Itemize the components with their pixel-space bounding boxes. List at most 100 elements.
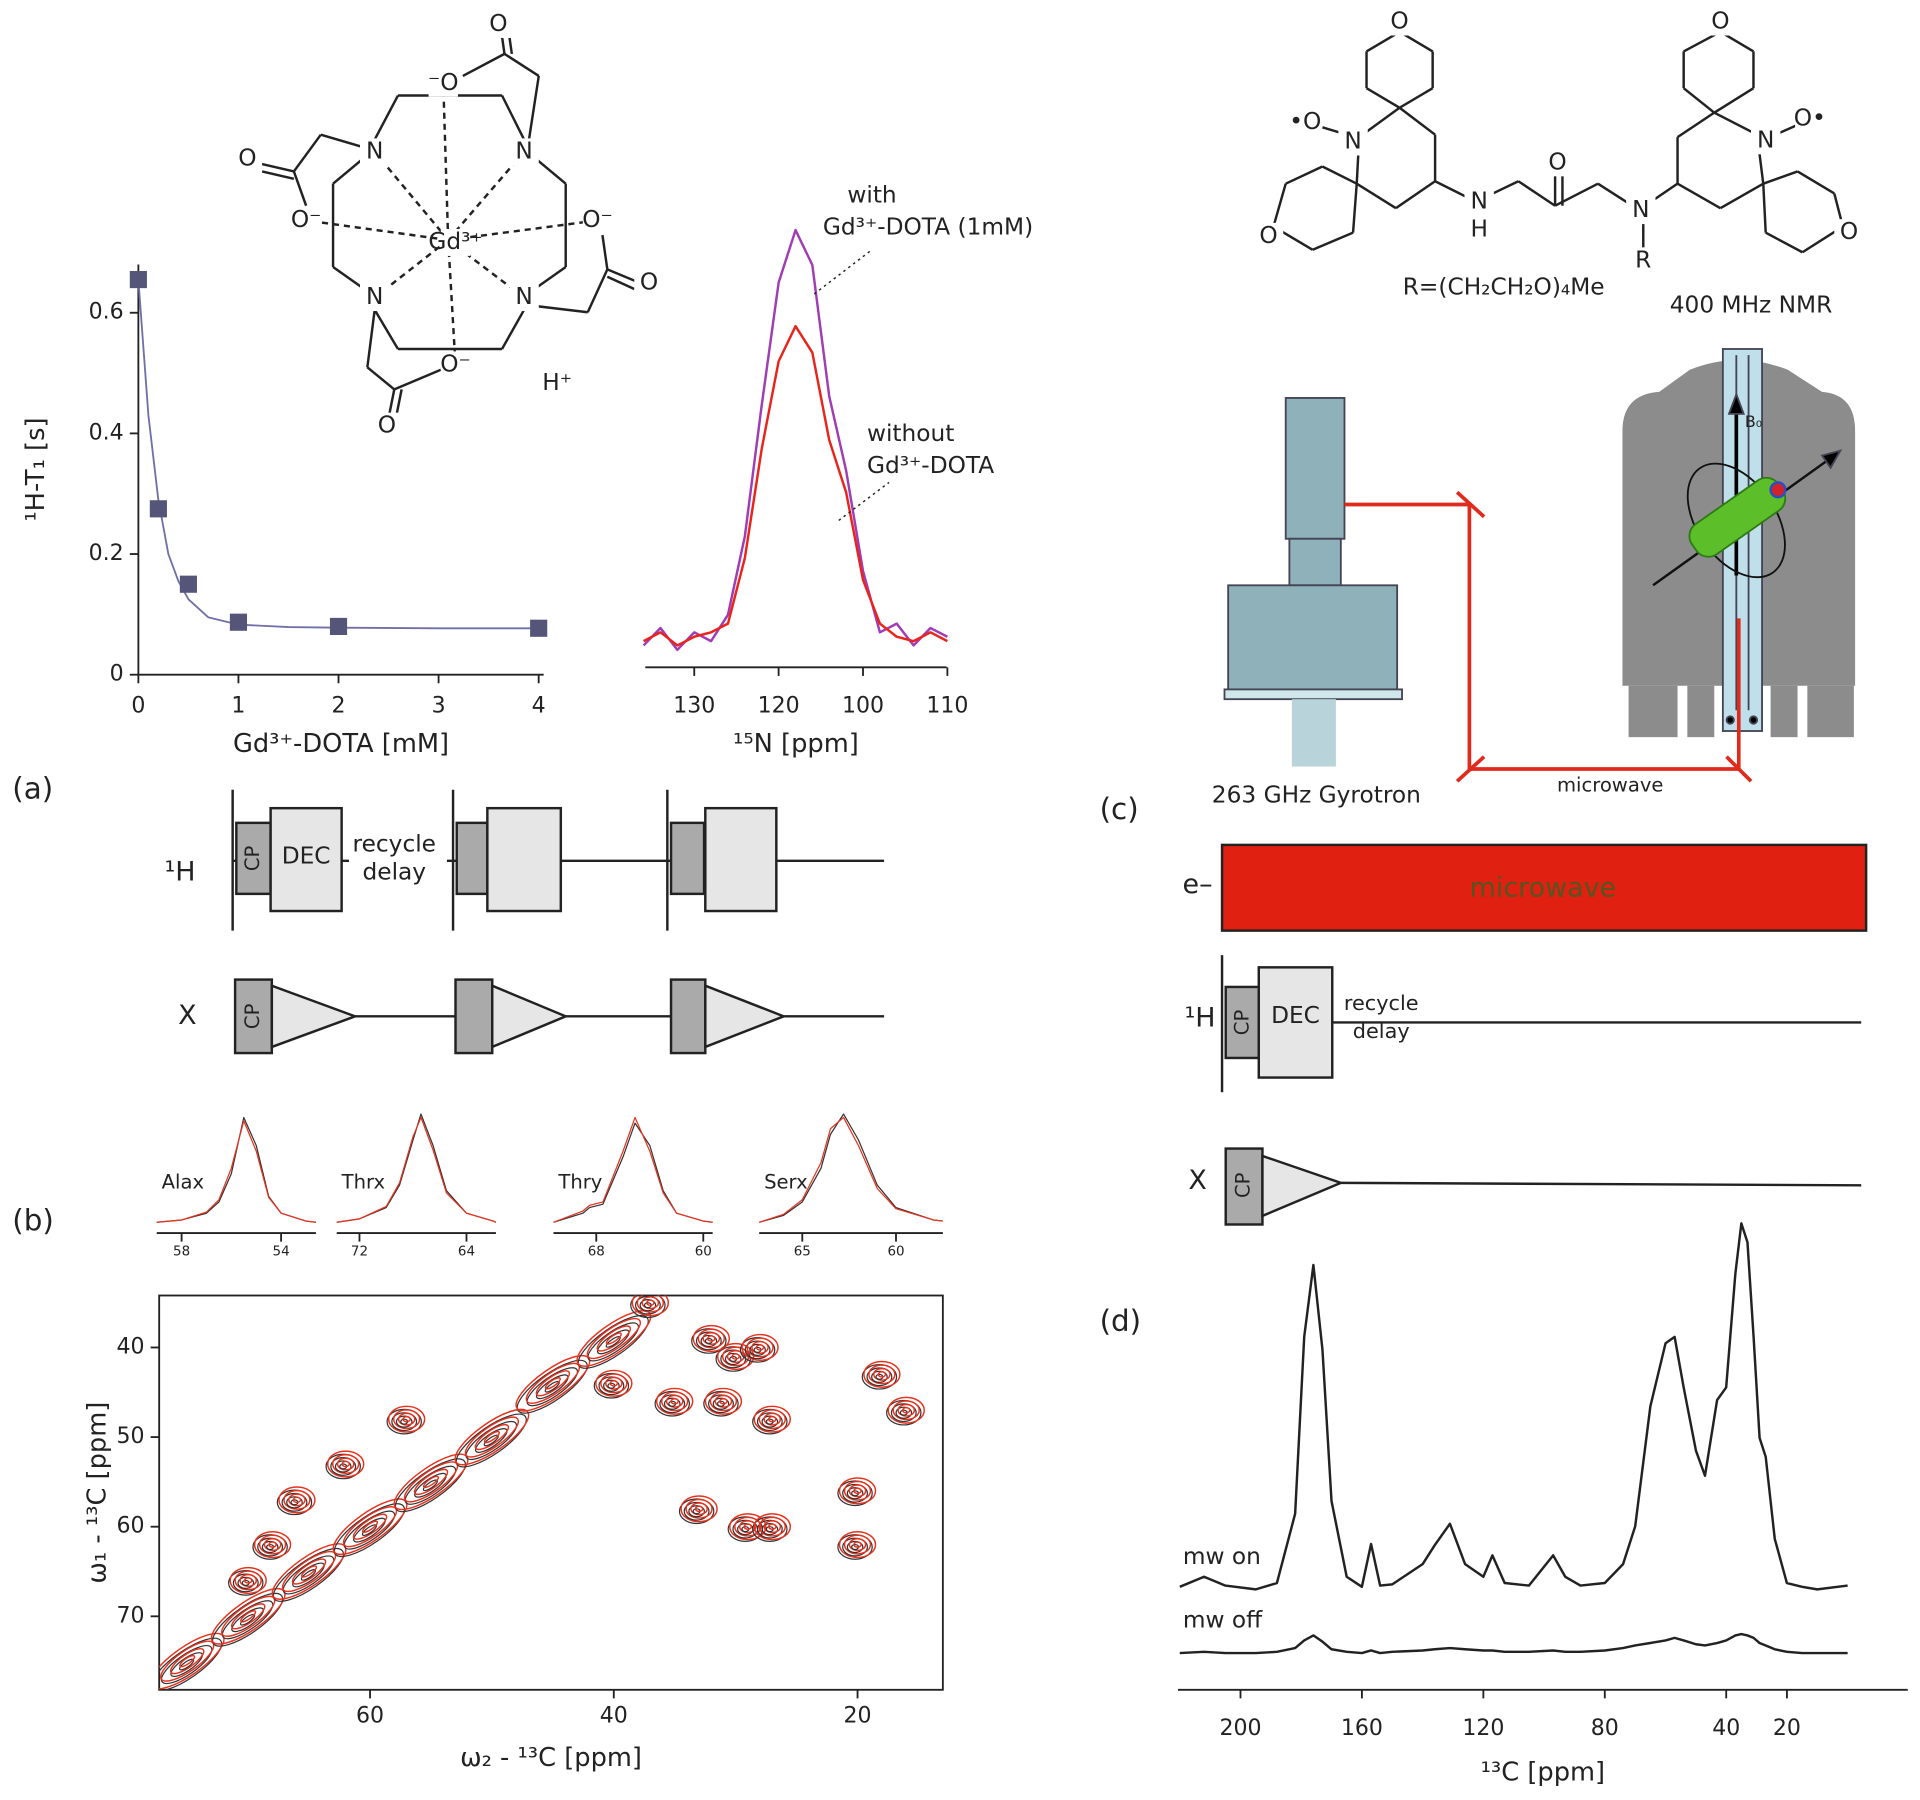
leader-line (838, 481, 890, 521)
x-tick-label: 40 (1712, 1716, 1740, 1741)
series-label: mw off (1183, 1607, 1263, 1634)
bond (261, 162, 295, 173)
atom-bg (1253, 222, 1284, 250)
contour-line (292, 1496, 302, 1504)
spectrum-line (553, 1116, 713, 1223)
bond (366, 309, 376, 368)
contour-line (326, 1450, 365, 1478)
panel-label: (a) (12, 771, 53, 805)
contour-line (170, 1652, 203, 1678)
cross-peak (739, 1333, 779, 1363)
contour-line (753, 1405, 792, 1433)
cross-peak (276, 1486, 316, 1516)
atom-label: N (515, 137, 532, 164)
bond (1321, 165, 1358, 185)
contour-line (887, 1396, 925, 1424)
atom-label: O⁻ (582, 206, 613, 233)
contour-line (702, 1331, 721, 1346)
magnet-foot (1628, 685, 1678, 738)
spectrum-line (759, 1113, 943, 1223)
contour-line (848, 1538, 867, 1552)
x-axis-label: ¹⁵N [ppm] (733, 729, 859, 759)
contour-line (639, 1299, 657, 1312)
spectrum-line (1179, 1222, 1848, 1591)
atom-label: Gd³⁺ (428, 228, 482, 255)
bond (1434, 180, 1470, 200)
cp-pulse (1224, 1147, 1264, 1226)
bond (393, 368, 442, 391)
microwave-label: microwave (1557, 774, 1664, 797)
channel-label: e– (1183, 869, 1213, 900)
contour-line (586, 1317, 642, 1360)
atom-label: O (640, 268, 658, 295)
bond (1762, 183, 1767, 233)
contour-line (631, 1295, 670, 1317)
x-tick-label: 60 (695, 1244, 712, 1259)
x-tick-label: 110 (926, 694, 968, 719)
contour-line (838, 1530, 877, 1559)
contour-line (261, 1540, 279, 1554)
contour-line (282, 1555, 335, 1595)
cross-peak (593, 1369, 633, 1399)
contour-line (392, 1409, 421, 1430)
bond (373, 309, 400, 350)
atom-label: O (238, 145, 256, 172)
contour-line (413, 1468, 449, 1496)
atom-bg (1384, 8, 1415, 36)
contour-line (474, 1423, 510, 1451)
pulse-label: CP (241, 1003, 264, 1029)
contour-line (243, 1577, 253, 1584)
contour-line (159, 1637, 223, 1690)
contour-line (734, 1516, 762, 1537)
contour-line (454, 1408, 530, 1466)
cross-peak (210, 1587, 286, 1647)
y-tick-label: 0.2 (89, 541, 124, 566)
magnet-foot (1807, 685, 1854, 738)
bond (586, 268, 609, 313)
contour-line (763, 1412, 782, 1426)
bond (332, 158, 364, 185)
contour-line (221, 1600, 274, 1640)
atom-label: N (1344, 128, 1361, 155)
atom-label: N (1757, 126, 1774, 153)
coordination-bond (447, 151, 526, 241)
atom-bg (291, 206, 321, 234)
x-tick-label: 0 (131, 694, 145, 719)
atom-bg (372, 412, 402, 440)
x-tick-label: 200 (1219, 1716, 1261, 1741)
pulse-sequence-c (1220, 843, 1868, 1226)
bond (1682, 87, 1716, 114)
contour-line (535, 1370, 571, 1397)
contour-line (402, 1415, 411, 1423)
contour-line (361, 1520, 379, 1533)
contour-line (749, 1343, 766, 1357)
contour-line (263, 1538, 282, 1552)
substituent: R=(CH₂CH₂O)₄Me (1403, 273, 1605, 300)
bond (535, 158, 567, 185)
contour-line (230, 1603, 266, 1630)
contour-line (868, 1364, 896, 1385)
cp-pulse (454, 978, 494, 1055)
atom-label: H (1470, 216, 1487, 243)
contour-line (516, 1359, 588, 1414)
x-tick-label: 130 (673, 694, 715, 719)
bond (373, 94, 400, 141)
coordination-bond (305, 219, 449, 242)
atom-bg (1751, 127, 1781, 155)
y-tick-label: 0.6 (89, 300, 124, 325)
contour-line (719, 1398, 728, 1405)
y-tick-label: 0 (110, 662, 124, 687)
drawing: (a)(b)(c)(d)O⁻OOO⁻N NN NGd³⁺O⁻OO⁻OH⁺O•ONON… (12, 8, 1908, 1788)
contour-line (838, 1477, 877, 1505)
contour-line (655, 1387, 694, 1415)
channel-label: X (178, 1000, 196, 1031)
bond (536, 304, 588, 314)
probe-dot (1748, 715, 1759, 725)
cp-pulse (669, 978, 707, 1055)
bond (462, 52, 506, 78)
data-point (229, 613, 248, 631)
field-label: B₀ (1745, 412, 1762, 431)
atom-bg (232, 145, 263, 173)
coordination-bond (446, 239, 457, 365)
